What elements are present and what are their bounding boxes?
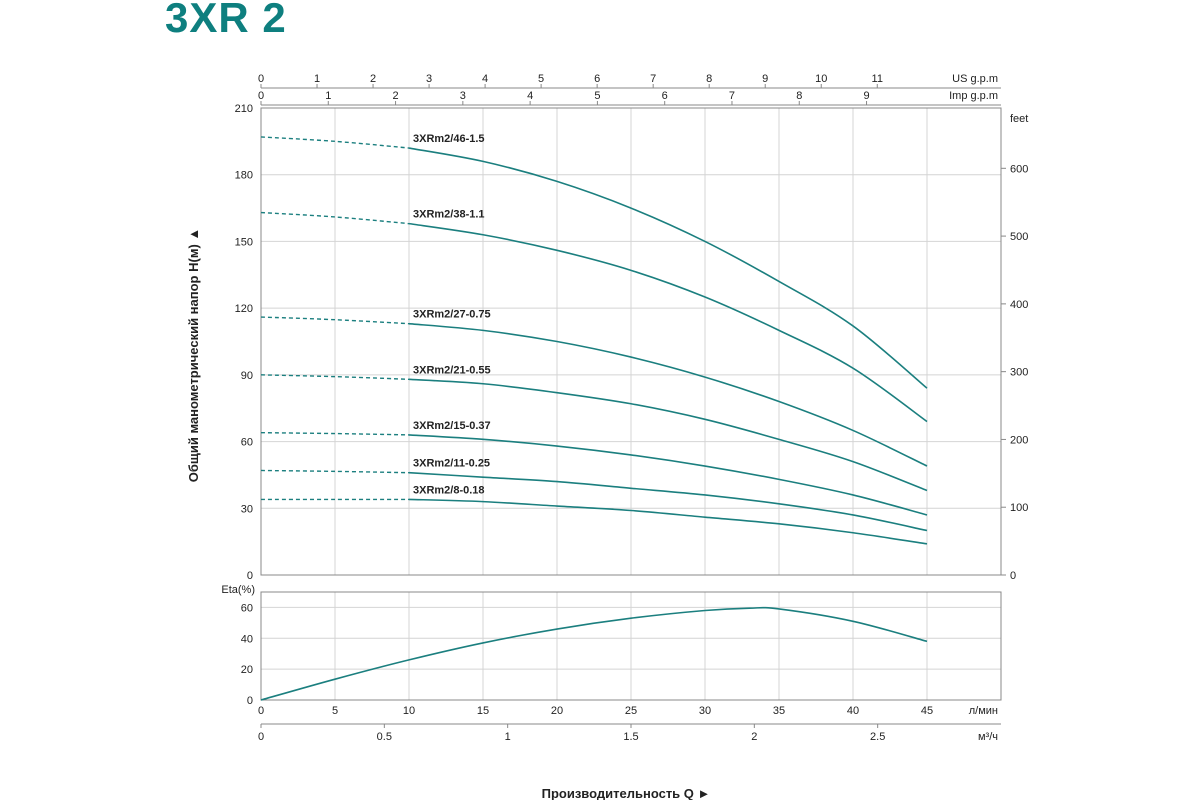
flow-lmin-tick-label: 25: [625, 705, 637, 717]
curve-label: 3XRm2/38-1.1: [413, 209, 485, 221]
head-tick-label: 120: [235, 303, 253, 315]
curve-label: 3XRm2/8-0.18: [413, 484, 485, 496]
head-curve: [408, 322, 928, 467]
top-axis-tick-label: 1: [325, 90, 331, 102]
head-curve: [408, 471, 928, 532]
feet-tick-label: 200: [1010, 434, 1028, 446]
eta-tick-label: 40: [241, 633, 253, 645]
feet-tick-label: 0: [1010, 570, 1016, 582]
eta-tick-label: 60: [241, 602, 253, 614]
curve-label: 3XRm2/27-0.75: [413, 309, 491, 321]
head-tick-label: 90: [241, 370, 253, 382]
head-curve: [408, 378, 928, 492]
top-axis-tick-label: 3: [426, 73, 432, 85]
flow-m3h-tick-label: 1.5: [623, 731, 638, 743]
head-curve: [408, 434, 928, 516]
eta-tick-label: 20: [241, 664, 253, 676]
head-tick-label: 150: [235, 236, 253, 248]
feet-axis: 0 100 200 300 400 500 600 feet: [1001, 113, 1028, 582]
shutoff-dashed-curve: [260, 469, 410, 474]
head-axis: 0 30 60 90 120 150 180 210: [235, 103, 253, 582]
shutoff-dashed-curve: [260, 316, 410, 325]
head-axis-title: Общий манометрический напор Н(м) ▲: [186, 228, 201, 482]
shutoff-dashed-curve: [260, 211, 410, 225]
flow-lmin-tick-label: 40: [847, 705, 859, 717]
top-axis-tick-label: 5: [538, 73, 544, 85]
top-axis-tick-label: 0: [258, 90, 264, 102]
flow-lmin-tick-label: 15: [477, 705, 489, 717]
flow-m3h-tick-label: 2.5: [870, 731, 885, 743]
flow-lmin-tick-label: 45: [921, 705, 933, 717]
top-axis-tick-label: 8: [706, 73, 712, 85]
top-axis-tick-label: 5: [594, 90, 600, 102]
top-axis-tick-label: 11: [872, 73, 883, 85]
flow-m3h-tick-label: 2: [751, 731, 757, 743]
top-axis-unit-label: US g.p.m: [952, 73, 998, 85]
head-tick-label: 30: [241, 503, 253, 515]
top-axis-tick-label: 2: [370, 73, 376, 85]
flow-lmin-tick-label: 30: [699, 705, 711, 717]
feet-tick-label: 300: [1010, 367, 1028, 379]
flow-lmin-tick-label: 35: [773, 705, 785, 717]
top-axis-tick-label: 9: [863, 90, 869, 102]
top-axis-tick-label: 3: [460, 90, 466, 102]
bottom-flow-axes: 0 5 10 15 20 25 30 35 40 45 л/мин 0 0.5 1 1.5 2 2.5 м³/ч: [258, 705, 1001, 743]
top-axis-tick-label: 2: [393, 90, 399, 102]
feet-tick-label: 100: [1010, 502, 1028, 514]
flow-lmin-tick-label: 20: [551, 705, 563, 717]
top-axis-unit-label: Imp g.p.m: [949, 90, 998, 102]
eta-tick-label: 0: [247, 695, 253, 707]
head-curve: [408, 147, 928, 389]
top-axis-tick-label: 1: [314, 73, 320, 85]
curve-label: 3XRm2/21-0.55: [413, 364, 491, 376]
top-axis-tick-label: 4: [482, 73, 488, 85]
top-axis-tick-label: 10: [815, 73, 827, 85]
top-axis-tick-label: 6: [662, 90, 668, 102]
eta-axis-title: Eta(%): [221, 584, 255, 596]
top-axis-tick-label: 0: [258, 73, 264, 85]
flow-lmin-tick-label: 0: [258, 705, 264, 717]
curve-label: 3XRm2/15-0.37: [413, 420, 491, 432]
main-plot-border: [260, 107, 1002, 576]
head-curves: 3XRm2/46-1.5 3XRm2/38-1.1 3XRm2/27-0.75 3XR…: [260, 133, 928, 545]
flow-lmin-tick-label: 10: [403, 705, 415, 717]
head-curve: [408, 222, 928, 423]
feet-tick-label: 400: [1010, 299, 1028, 311]
flow-lmin-tick-label: 5: [332, 705, 338, 717]
chart-title: 3XR 2: [165, 0, 287, 41]
top-axis-tick-label: 4: [527, 90, 533, 102]
main-chart-frame: [260, 107, 1002, 576]
shutoff-dashed-curve: [260, 136, 410, 149]
head-tick-label: 180: [235, 170, 253, 182]
head-tick-label: 60: [241, 437, 253, 449]
head-curve: [408, 498, 928, 545]
top-axis-tick-label: 6: [594, 73, 600, 85]
head-tick-label: 0: [247, 570, 253, 582]
flow-lmin-unit-label: л/мин: [969, 705, 998, 717]
flow-axis-title: Производительность Q ►: [542, 786, 711, 800]
top-axis-tick-label: 9: [762, 73, 768, 85]
feet-unit-label: feet: [1010, 113, 1028, 125]
curve-label: 3XRm2/46-1.5: [413, 133, 485, 145]
top-axis-tick-label: 7: [650, 73, 656, 85]
shutoff-dashed-curve: [260, 431, 410, 436]
curve-label: 3XRm2/11-0.25: [413, 458, 490, 470]
efficiency-panel: 0 20 40 60 Eta(%): [221, 584, 1002, 707]
feet-tick-label: 500: [1010, 231, 1028, 243]
top-flow-axes: 0 1 2 3 4 5 6 7 8 9 10 11 US g.p.m0 1 2 3 4 5 6 7 8 9 Imp g.p.…: [258, 73, 1001, 106]
flow-m3h-tick-label: 1: [505, 731, 511, 743]
feet-tick-label: 600: [1010, 163, 1028, 175]
top-axis-tick-label: 8: [796, 90, 802, 102]
top-axis-tick-label: 7: [729, 90, 735, 102]
efficiency-curve: [260, 606, 928, 701]
flow-m3h-unit-label: м³/ч: [978, 731, 998, 743]
flow-m3h-tick-label: 0.5: [377, 731, 392, 743]
eta-plot-border: [260, 591, 1002, 701]
shutoff-dashed-curve: [260, 374, 410, 381]
flow-m3h-tick-label: 0: [258, 731, 264, 743]
head-tick-label: 210: [235, 103, 253, 115]
